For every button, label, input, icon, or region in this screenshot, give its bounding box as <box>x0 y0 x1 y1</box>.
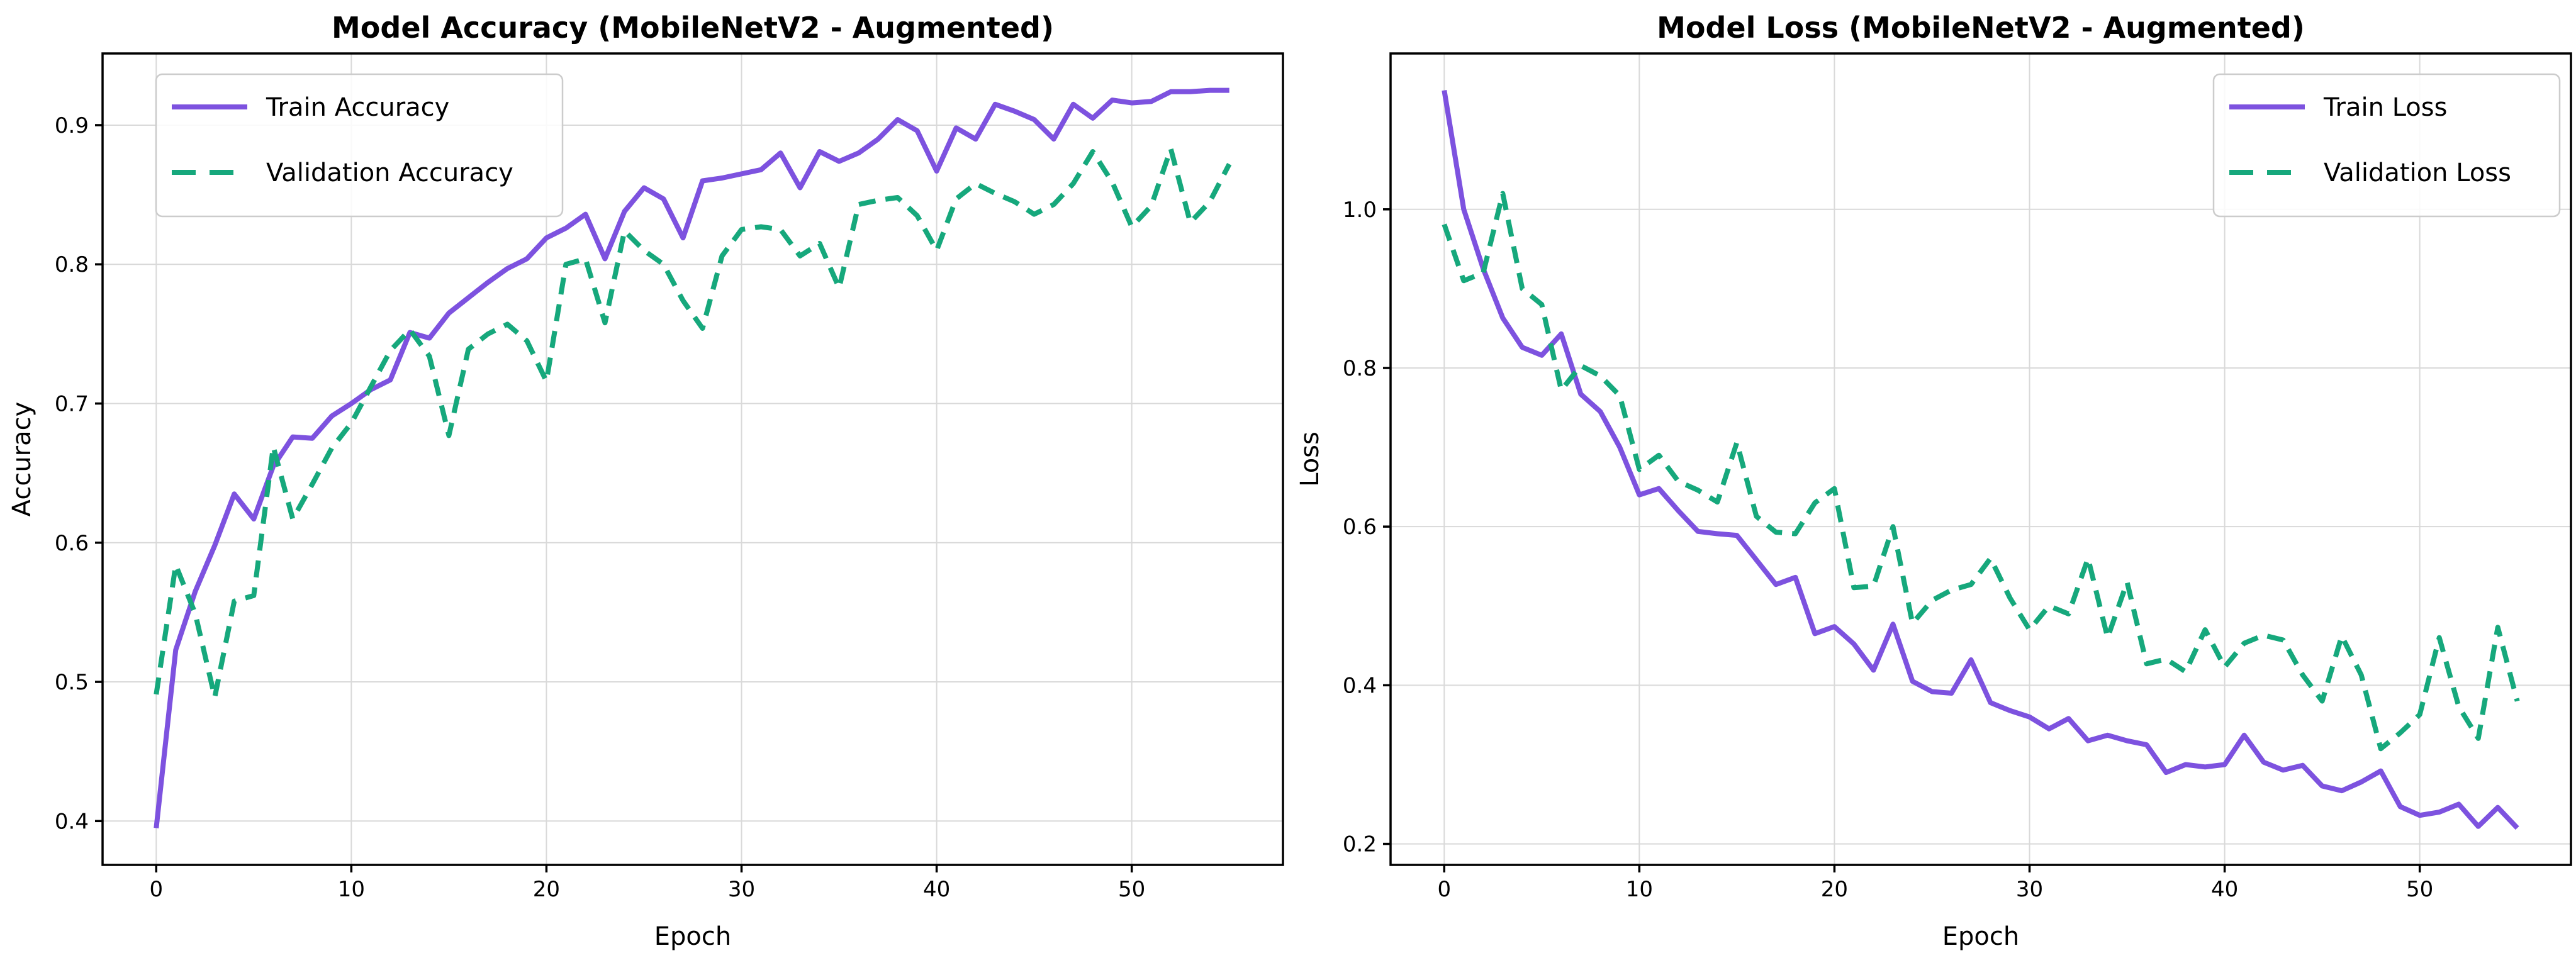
train-loss-line <box>1442 89 2519 830</box>
y-tick-label: 0.5 <box>55 670 89 695</box>
y-tick-label: 0.7 <box>55 391 89 416</box>
y-tick-label: 0.4 <box>55 809 89 834</box>
train-accuracy-line <box>154 87 1229 828</box>
y-tick-label: 0.4 <box>1343 673 1377 698</box>
axes-spines <box>101 52 1284 866</box>
x-tick-label: 30 <box>728 877 755 902</box>
chart-title: Model Loss (MobileNetV2 - Augmented) <box>1657 11 2305 45</box>
x-axis-label: Epoch <box>654 922 731 951</box>
loss-chart: 0 10 20 30 40 50 0.2 0.4 0.6 0.8 1.0 Model Loss (Mo… <box>1288 0 2576 958</box>
axes-spines <box>1389 52 2572 866</box>
x-tick-label: 30 <box>2016 877 2043 902</box>
x-tick-label: 20 <box>533 877 560 902</box>
legend-label: Validation Accuracy <box>266 159 513 187</box>
y-tick-label: 0.9 <box>55 113 89 138</box>
y-tick-label: 0.8 <box>1343 356 1377 381</box>
x-tick-label: 20 <box>1821 877 1848 902</box>
accuracy-chart: 0 10 20 30 40 50 0.4 0.5 0.6 0.7 0.8 0.9 Model Accur… <box>8 11 1284 951</box>
y-axis-label: Loss <box>1296 432 1324 487</box>
x-tick-label: 50 <box>1118 877 1145 902</box>
x-tick-label: 10 <box>338 877 365 902</box>
legend-label: Validation Loss <box>2324 159 2511 187</box>
x-tick-label: 0 <box>149 877 163 902</box>
legend-label: Train Accuracy <box>266 93 449 122</box>
chart-title: Model Accuracy (MobileNetV2 - Augmented) <box>332 11 1054 45</box>
legend-label: Train Loss <box>2323 93 2447 122</box>
y-tick-label: 0.6 <box>55 531 89 556</box>
y-tick-label: 1.0 <box>1343 198 1377 223</box>
x-tick-label: 10 <box>1626 877 1653 902</box>
validation-loss-line <box>1442 191 2520 752</box>
legend-box <box>155 73 564 218</box>
x-tick-label: 40 <box>923 877 950 902</box>
x-tick-label: 0 <box>1437 877 1451 902</box>
y-tick-label: 0.8 <box>55 252 89 277</box>
y-tick-label: 0.2 <box>1343 832 1377 857</box>
legend-box <box>2212 73 2561 218</box>
y-tick-label: 0.6 <box>1343 515 1377 540</box>
x-tick-label: 50 <box>2406 877 2433 902</box>
x-axis-label: Epoch <box>1942 922 2019 951</box>
x-tick-label: 40 <box>2211 877 2238 902</box>
y-axis-label: Accuracy <box>8 402 36 517</box>
